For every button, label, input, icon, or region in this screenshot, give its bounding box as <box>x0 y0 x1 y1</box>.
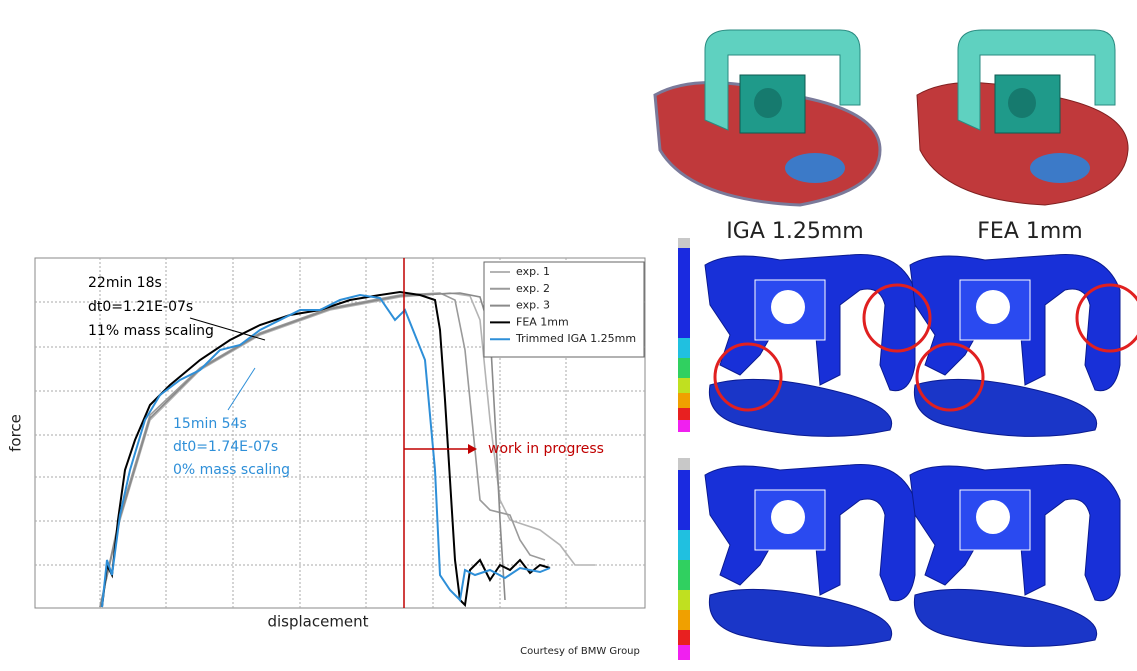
render-stress <box>910 464 1120 646</box>
annotation: 11% mass scaling <box>88 323 214 339</box>
y-axis-label: force <box>7 414 25 452</box>
page: exp. 1 exp. 2 exp. 3 FEA 1mm Trimmed IGA 1.2… <box>0 0 1137 671</box>
render-part <box>976 500 1010 534</box>
annotation: 0% mass scaling <box>173 462 290 478</box>
annotation: 15min 54s <box>173 416 247 432</box>
annotation: work in progress <box>488 441 604 457</box>
x-axis-label: displacement <box>267 613 368 631</box>
render-label: FEA 1mm <box>977 219 1082 244</box>
legend-label: FEA 1mm <box>516 315 569 328</box>
render-part <box>914 589 1096 646</box>
credit: Courtesy of BMW Group <box>520 646 640 657</box>
legend-label: exp. 2 <box>516 282 550 295</box>
color-bar <box>678 238 690 432</box>
render-part <box>976 290 1010 324</box>
render-stress <box>705 464 915 646</box>
render-fea <box>917 30 1128 205</box>
render-part <box>771 290 805 324</box>
render-iga <box>655 30 880 205</box>
render-label: IGA 1.25mm <box>726 219 863 244</box>
color-bar <box>678 458 690 660</box>
legend-label: exp. 1 <box>516 265 550 278</box>
annotation: 22min 18s <box>88 275 162 291</box>
legend-label: Trimmed IGA 1.25mm <box>515 332 636 345</box>
render-part <box>771 500 805 534</box>
legend-label: exp. 3 <box>516 299 550 312</box>
render-part <box>709 589 891 646</box>
annotation: dt0=1.21E-07s <box>88 299 193 315</box>
annotation: dt0=1.74E-07s <box>173 439 278 455</box>
